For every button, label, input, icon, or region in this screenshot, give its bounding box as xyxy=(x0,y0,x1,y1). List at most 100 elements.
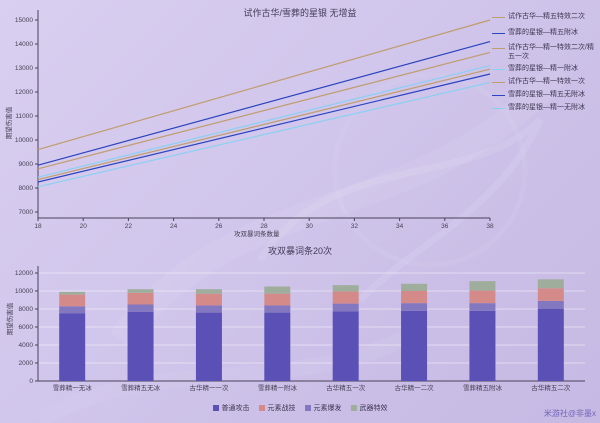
legend-label: 雪葬的星银—精五附冰 xyxy=(508,29,578,36)
x-tick-label: 24 xyxy=(170,223,178,230)
x-tick-label: 28 xyxy=(260,223,268,230)
x-tick-label: 32 xyxy=(351,223,359,230)
legend-label: 试作古华—精一特效一次 xyxy=(508,78,585,85)
y-tick-label: 8000 xyxy=(19,185,34,192)
legend-entry: 元素爆发 xyxy=(304,403,342,413)
legend-entry: 普通攻击 xyxy=(212,403,250,413)
bar-segment xyxy=(537,300,564,309)
bar-segment xyxy=(195,293,222,306)
bar-segment xyxy=(264,312,291,381)
bar-segment xyxy=(332,285,359,292)
y-tick-label: 15000 xyxy=(15,17,33,24)
category-label: 雪葬精一无冰 xyxy=(53,383,93,392)
legend-line-swatch xyxy=(492,81,505,83)
category-label: 古华精一二次 xyxy=(395,383,435,392)
category-label: 雪葬精五附冰 xyxy=(463,383,503,392)
x-tick-label: 18 xyxy=(34,223,42,230)
bar-chart-title: 攻双暴词条20次 xyxy=(267,246,332,256)
bar-segment xyxy=(195,312,222,381)
legend-line-swatch xyxy=(492,94,505,96)
legend-entry: 试作古华—精五特效二次 xyxy=(492,13,585,22)
bar-segment xyxy=(127,311,154,381)
y-tick-label: 12000 xyxy=(15,270,33,277)
watermark: 米游社@非墨x xyxy=(543,409,596,418)
bar-segment xyxy=(59,313,86,381)
legend-entry: 雪葬的星银—精一无附冰 xyxy=(492,104,585,113)
bar-segment xyxy=(401,303,428,311)
bar-chart-axes xyxy=(37,266,585,382)
legend-entry: 元素战技 xyxy=(258,403,296,413)
y-tick-label: 9000 xyxy=(19,161,34,168)
legend-entry: 试作古华—精一特效二次/精五一次 xyxy=(492,44,600,61)
legend-entry: 武器特效 xyxy=(350,403,388,413)
legend-label: 元素战技 xyxy=(267,405,296,412)
line-series xyxy=(37,41,491,166)
x-tick-label: 22 xyxy=(125,223,133,230)
bar-segment xyxy=(537,288,564,301)
legend-entry: 雪葬的星银—精一附冰 xyxy=(492,65,578,74)
bar-segment xyxy=(469,290,496,304)
line-series xyxy=(37,51,491,170)
legend-line-swatch xyxy=(492,107,505,109)
legend-label: 试作古华—精一特效二次/精五一次 xyxy=(508,44,594,60)
bar-segment xyxy=(469,310,496,381)
category-label: 雪葬精五无冰 xyxy=(121,383,161,392)
legend-square-swatch xyxy=(350,405,357,411)
line-series xyxy=(37,81,491,188)
bar-chart-plot: 0 2000 4000 6000 8000 10000 12000 雪葬精一无冰 雪葬精五无冰 古… xyxy=(15,266,585,392)
y-tick-label: 10000 xyxy=(15,137,33,144)
category-label: 古华精一一次 xyxy=(189,383,229,392)
legend-line-swatch xyxy=(492,32,505,34)
legend-label: 元素爆发 xyxy=(313,405,342,412)
bar-segment xyxy=(401,310,428,381)
y-tick-label: 7000 xyxy=(19,209,34,216)
category-label: 雪葬精一附冰 xyxy=(258,383,298,392)
bar-segment xyxy=(59,291,86,295)
bar-segment xyxy=(469,303,496,311)
bar-segment xyxy=(537,309,564,381)
x-tick-label: 34 xyxy=(396,223,404,230)
legend-label: 雪葬的星银—精一附冰 xyxy=(508,65,578,72)
x-tick-label: 20 xyxy=(80,223,88,230)
legend-label: 武器特效 xyxy=(359,405,388,412)
legend-entry: 试作古华—精一特效一次 xyxy=(492,78,585,87)
line-chart-x-axis-label: 攻双暴词条数量 xyxy=(234,231,280,238)
bar-segment xyxy=(127,289,154,293)
bar-segment xyxy=(127,304,154,312)
legend-square-swatch xyxy=(258,405,265,411)
category-label: 古华精五二次 xyxy=(531,383,571,392)
bar-segment xyxy=(332,311,359,381)
bar-segment xyxy=(264,305,291,313)
x-tick-label: 26 xyxy=(215,223,223,230)
bar-segment xyxy=(401,283,428,291)
bar-chart-legend: 普通攻击 元素战技 元素爆发 武器特效 xyxy=(0,403,600,413)
line-chart-plot: 7000 8000 9000 10000 11000 12000 13000 14000 150… xyxy=(15,10,494,230)
legend-label: 普通攻击 xyxy=(221,405,250,412)
x-tick-label: 38 xyxy=(486,223,494,230)
line-series xyxy=(37,73,491,183)
legend-entry: 雪葬的星银—精五附冰 xyxy=(492,29,578,38)
bar-segment xyxy=(195,289,222,294)
bar-segment xyxy=(469,281,496,291)
bar-segment xyxy=(59,306,86,314)
bar-segment xyxy=(127,292,154,305)
legend-label: 雪葬的星银—精一无附冰 xyxy=(508,104,585,111)
y-tick-label: 12000 xyxy=(15,89,33,96)
bar-segment xyxy=(537,279,564,289)
line-chart-title: 试作古华/雪葬的星银 无增益 xyxy=(243,8,357,18)
line-series xyxy=(37,65,491,178)
legend-line-swatch xyxy=(492,68,505,70)
legend-line-swatch xyxy=(492,47,505,49)
legend-label: 试作古华—精五特效二次 xyxy=(508,13,585,20)
category-label: 古华精五一次 xyxy=(326,383,366,392)
line-series xyxy=(37,68,491,181)
y-tick-label: 11000 xyxy=(15,113,33,120)
y-tick-label: 14000 xyxy=(15,41,33,48)
legend-entry: 雪葬的星银—精五无附冰 xyxy=(492,91,585,100)
legend-line-swatch xyxy=(492,16,505,18)
line-chart-axes xyxy=(37,10,490,219)
y-tick-label: 6000 xyxy=(19,324,34,331)
bar-segment xyxy=(264,286,291,294)
y-tick-label: 13000 xyxy=(15,65,33,72)
legend-square-swatch xyxy=(212,405,219,411)
